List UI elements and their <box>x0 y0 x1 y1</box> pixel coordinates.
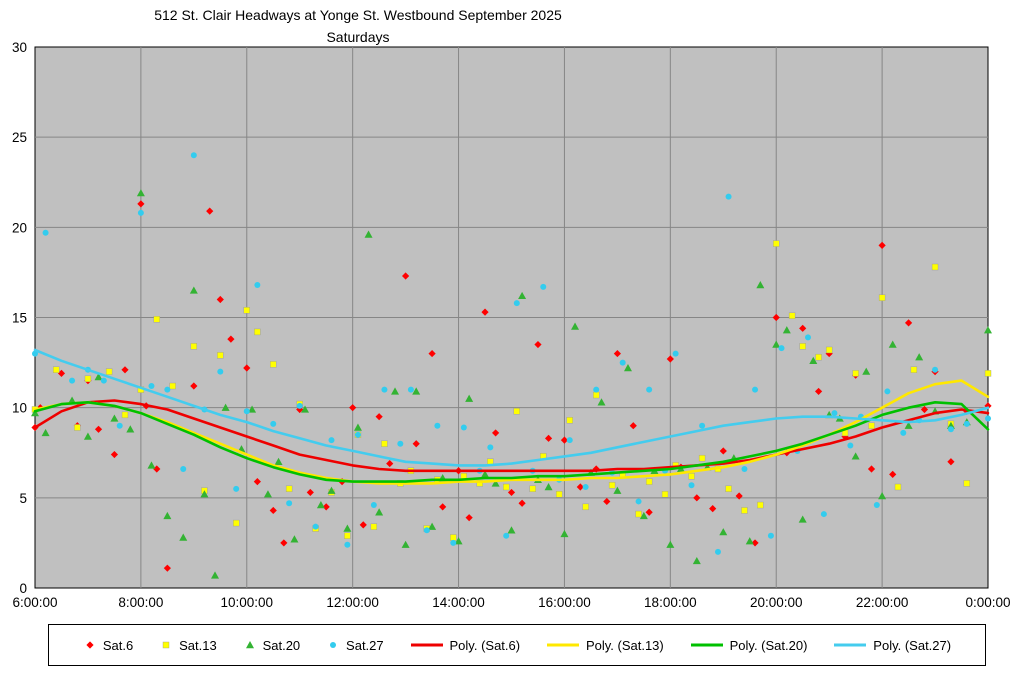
legend-item: Sat.13 <box>159 638 217 653</box>
legend-label: Poly. (Sat.6) <box>449 637 521 653</box>
x-tick-label: 16:00:00 <box>538 595 591 610</box>
x-tick-label: 20:00:00 <box>750 595 803 610</box>
y-tick-label: 15 <box>12 311 27 326</box>
x-tick-label: 6:00:00 <box>12 595 57 610</box>
y-tick-label: 5 <box>19 491 27 506</box>
x-tick-label: 22:00:00 <box>856 595 909 610</box>
legend-line-icon <box>546 643 579 647</box>
trend-line-Poly. (Sat.27) <box>33 348 990 467</box>
legend-item: Poly. (Sat.27) <box>833 638 951 653</box>
legend: Sat.6 Sat.13 Sat.20 Sat.27 Poly. (Sat.6) Poly… <box>48 624 986 666</box>
trend-line-Poly. (Sat.20) <box>33 400 990 483</box>
legend-marker-icon <box>162 641 170 649</box>
trend-line-Poly. (Sat.6) <box>33 399 990 473</box>
legend-label: Poly. (Sat.20) <box>729 637 808 653</box>
y-tick-label: 30 <box>12 40 27 55</box>
legend-label: Poly. (Sat.27) <box>873 637 952 653</box>
y-tick-label: 20 <box>12 220 27 235</box>
legend-item: Poly. (Sat.6) <box>410 637 521 653</box>
legend-line-icon <box>834 643 867 647</box>
x-tick-label: 18:00:00 <box>644 595 697 610</box>
scatter-series-Sat.13 <box>31 240 992 541</box>
y-tick-label: 0 <box>19 581 27 596</box>
legend-item: Poly. (Sat.20) <box>690 637 808 653</box>
scatter-series-Sat.27 <box>32 152 991 555</box>
x-tick-label: 10:00:00 <box>220 595 273 610</box>
legend-marker-icon <box>86 641 94 649</box>
y-tick-label: 25 <box>12 130 27 145</box>
legend-line-icon <box>690 643 723 647</box>
legend-label: Sat.6 <box>102 637 134 653</box>
plot-area: 0 5 10 15 20 25 30 6:00:00 8:00:00 10:00:00 12:00:… <box>12 40 1011 610</box>
chart-title-line1: 512 St. Clair Headways at Yonge St. West… <box>154 7 562 23</box>
legend-label: Sat.27 <box>346 637 384 653</box>
legend-item: Sat.27 <box>326 638 384 653</box>
legend-label: Sat.13 <box>179 637 217 653</box>
legend-item: Sat.20 <box>243 637 301 653</box>
x-tick-label: 14:00:00 <box>432 595 485 610</box>
legend-marker-icon <box>330 642 337 648</box>
legend-marker-icon <box>245 641 254 649</box>
legend-item: Sat.6 <box>83 638 133 653</box>
legend-line-icon <box>410 643 443 647</box>
legend-label: Sat.20 <box>262 637 301 653</box>
x-tick-label: 0:00:00 <box>965 595 1010 610</box>
legend-item: Poly. (Sat.13) <box>546 638 664 653</box>
legend-label: Poly. (Sat.13) <box>585 637 664 653</box>
y-tick-label: 10 <box>12 401 27 416</box>
x-tick-label: 12:00:00 <box>326 595 379 610</box>
x-tick-label: 8:00:00 <box>118 595 163 610</box>
chart-title-line2: Saturdays <box>326 29 390 45</box>
